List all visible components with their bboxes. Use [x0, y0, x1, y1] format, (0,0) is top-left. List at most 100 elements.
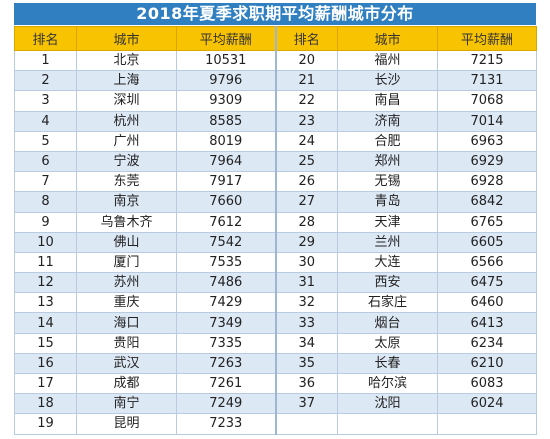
header-city: 城市 [337, 26, 438, 51]
table-row: 3 深圳 9309 22 南昌 7068 [14, 90, 537, 112]
cell-rank: 19 [14, 413, 77, 435]
cell-rank: 32 [274, 292, 338, 314]
cell-city: 苏州 [76, 272, 177, 294]
cell-rank: 15 [14, 332, 77, 354]
cell-rank: 33 [274, 312, 338, 334]
cell-city: 佛山 [76, 231, 177, 253]
table-body: 1 北京 10531 20 福州 7215 2 上海 9796 21 长沙 7131 3 深圳 9309 22… [14, 49, 537, 435]
cell-rank: 6 [14, 150, 77, 173]
cell-salary: 8585 [176, 110, 276, 132]
cell-city: 昆明 [76, 413, 177, 435]
cell-city: 上海 [76, 70, 177, 92]
cell-rank: 35 [274, 352, 338, 375]
cell-city: 东莞 [76, 171, 177, 193]
cell-salary: 6928 [437, 171, 537, 193]
table-row: 11 厦门 7535 30 大连 6566 [14, 251, 537, 274]
header-rank: 排名 [14, 26, 77, 51]
cell-salary: 7335 [176, 332, 276, 354]
cell-rank: 17 [14, 372, 77, 395]
cell-salary: 7249 [176, 393, 276, 415]
cell-city: 大连 [337, 251, 438, 274]
cell-rank: 10 [14, 231, 77, 253]
cell-city: 乌鲁木齐 [76, 211, 177, 233]
cell-salary: 7964 [176, 150, 276, 173]
cell-city: 成都 [76, 372, 177, 395]
cell-city: 宁波 [76, 150, 177, 173]
cell-city: 深圳 [76, 90, 177, 112]
cell-salary: 7486 [176, 272, 276, 294]
cell-city: 济南 [337, 110, 438, 132]
cell-rank: 20 [274, 49, 338, 72]
salary-table: 排名 城市 平均薪酬 排名 城市 平均薪酬 1 北京 10 5 31 20 福州 7215 2 上… [14, 26, 537, 435]
cell-salary: 9796 [176, 70, 276, 92]
table-title: 2018年夏季求职期平均薪酬城市分布 [14, 3, 536, 25]
cell-rank: 21 [274, 70, 338, 92]
cell-city: 武汉 [76, 352, 177, 375]
cell-salary: 6475 [437, 272, 537, 294]
cell-salary: 9309 [176, 90, 276, 112]
cell-salary: 7542 [176, 231, 276, 253]
cell-city: 太原 [337, 332, 438, 354]
cell-salary: 6842 [437, 191, 537, 213]
cell-city: 广州 [76, 130, 177, 152]
table-row: 8 南京 7660 27 青岛 6842 [14, 191, 537, 213]
cell-city: 福州 [337, 49, 438, 72]
table-row: 14 海口 7349 33 烟台 6413 [14, 312, 537, 334]
cell-rank: 25 [274, 150, 338, 173]
cell-salary: 6929 [437, 150, 537, 173]
cell-salary: 6083 [437, 372, 537, 395]
cell-salary: 6024 [437, 393, 537, 415]
table-row: 4 杭州 8585 23 济南 7014 [14, 110, 537, 132]
cell-city: 长春 [337, 352, 438, 375]
cell-salary: 7014 [437, 110, 537, 132]
cell-city: 郑州 [337, 150, 438, 173]
cell-rank: 4 [14, 110, 77, 132]
table-row: 7 东莞 7917 26 无锡 6928 [14, 171, 537, 193]
cell-city: 杭州 [76, 110, 177, 132]
cell-rank: 27 [274, 191, 338, 213]
cell-salary: 8019 [176, 130, 276, 152]
cell-salary: 7535 [176, 251, 276, 274]
cell-city: 贵阳 [76, 332, 177, 354]
cell-salary: 7263 [176, 352, 276, 375]
table-row: 13 重庆 7429 32 石家庄 6460 [14, 292, 537, 314]
cell-city: 厦门 [76, 251, 177, 274]
header-city: 城市 [76, 26, 177, 51]
cell-rank: 11 [14, 251, 77, 274]
header-row: 排名 城市 平均薪酬 排名 城市 平均薪酬 [14, 26, 537, 51]
cell-salary: 7215 [437, 49, 537, 72]
cell-salary: 6605 [437, 231, 537, 253]
table-row: 15 贵阳 7335 34 太原 6234 [14, 332, 537, 354]
cell-city: 石家庄 [337, 292, 438, 314]
cell-rank: 31 [274, 272, 338, 294]
table-row: 9 乌鲁木齐 7612 28 天津 6765 [14, 211, 537, 233]
cell-salary: 7349 [176, 312, 276, 334]
cell-city: 沈阳 [337, 393, 438, 415]
cell-salary: 6566 [437, 251, 537, 274]
cell-rank: 34 [274, 332, 338, 354]
cell-salary: 6413 [437, 312, 537, 334]
table-row: 12 苏州 7486 31 西安 6475 [14, 272, 537, 294]
cell-city: 西安 [337, 272, 438, 294]
cell-salary: 6765 [437, 211, 537, 233]
table-row: 16 武汉 7263 35 长春 6210 [14, 352, 537, 375]
cell-city: 海口 [76, 312, 177, 334]
cell-rank: 13 [14, 292, 77, 314]
table-row: 10 佛山 7542 29 兰州 6605 [14, 231, 537, 253]
cell-rank: 24 [274, 130, 338, 152]
cell-rank: 1 [14, 49, 77, 72]
cell-rank: 5 [14, 130, 77, 152]
cell-salary: 7660 [176, 191, 276, 213]
cell-rank: 2 [14, 70, 77, 92]
cell-rank: 23 [274, 110, 338, 132]
header-salary: 平均薪酬 [176, 26, 276, 51]
table-row: 2 上海 9796 21 长沙 7131 [14, 70, 537, 92]
cell-rank: 18 [14, 393, 77, 415]
cell-rank: 30 [274, 251, 338, 274]
cell-rank: 7 [14, 171, 77, 193]
cell-rank [274, 413, 338, 435]
cell-rank: 9 [14, 211, 77, 233]
cell-city: 北京 [76, 49, 177, 72]
cell-rank: 14 [14, 312, 77, 334]
